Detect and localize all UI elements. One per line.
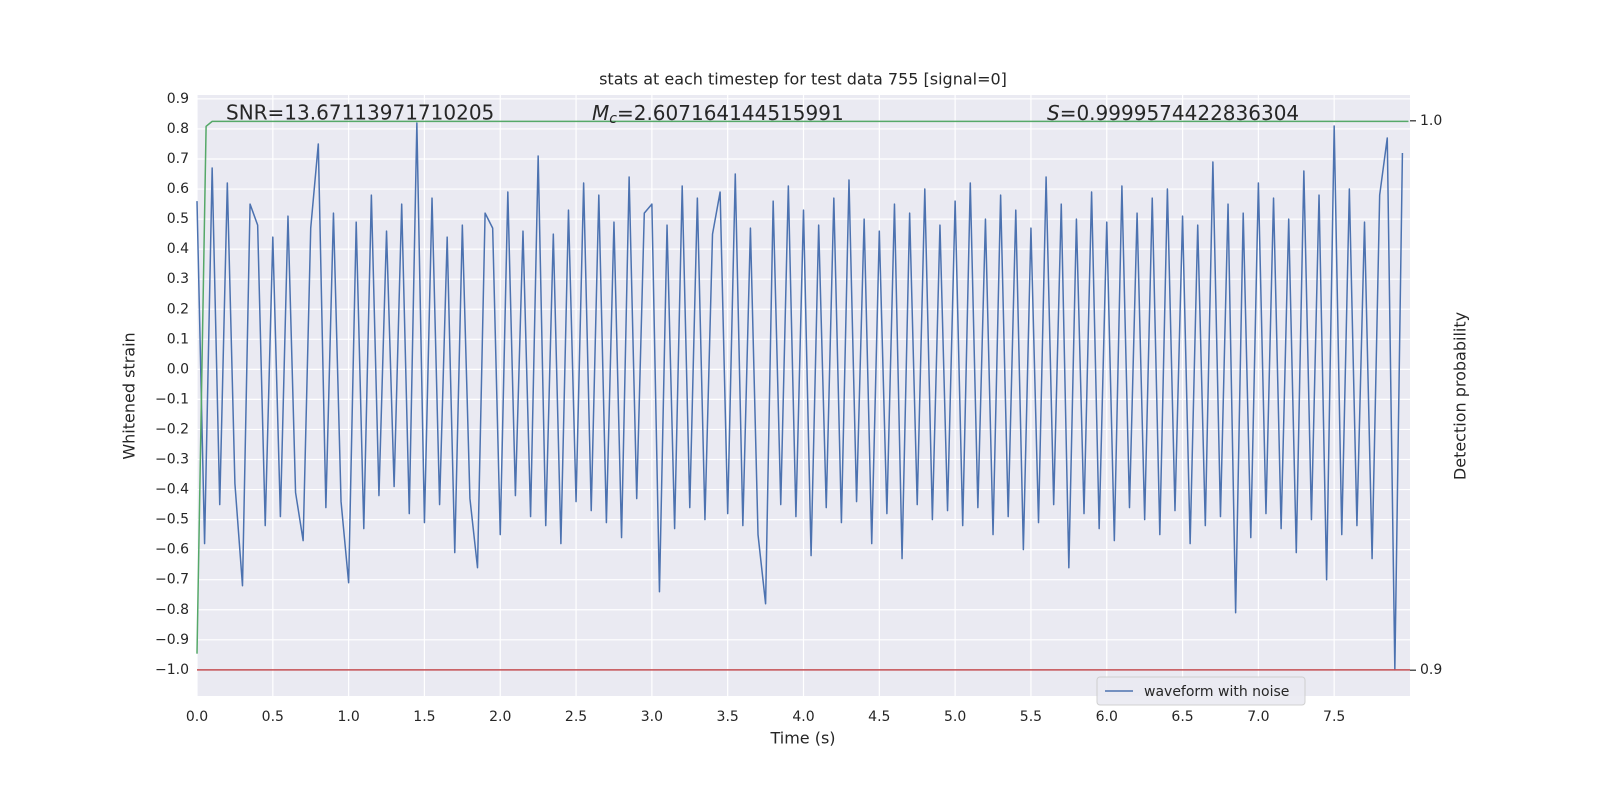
x-tick-label: 3.5 xyxy=(717,709,739,725)
y2-tick-label: 0.9 xyxy=(1420,662,1442,678)
y-tick-label: −0.8 xyxy=(155,602,189,618)
x-tick-label: 0.0 xyxy=(186,709,208,725)
y-tick-label: 0.7 xyxy=(167,151,189,167)
y-tick-label: 0.4 xyxy=(167,241,189,257)
series-line xyxy=(196,122,1404,671)
y-tick-label: −1.0 xyxy=(155,662,189,678)
annotation: SNR=13.67113971710205 xyxy=(226,101,494,125)
y-tick-label: −0.1 xyxy=(155,391,189,407)
legend-label: waveform with noise xyxy=(1144,684,1289,700)
x-tick-label: 5.5 xyxy=(1020,709,1042,725)
x-tick-label: 2.5 xyxy=(565,709,587,725)
y-tick-label: 0.5 xyxy=(167,211,189,227)
x-tick-label: 1.0 xyxy=(337,709,359,725)
annotation-symbol: M xyxy=(592,101,609,125)
x-tick-label: 5.0 xyxy=(944,709,966,725)
annotation-symbol: S xyxy=(1047,101,1060,125)
legend-box xyxy=(1096,676,1306,706)
annotation: S=0.9999574422836304 xyxy=(1047,101,1299,125)
annotation: Mc=2.607164144515991 xyxy=(592,101,844,128)
x-tick-label: 1.5 xyxy=(413,709,435,725)
x-tick-label: 2.0 xyxy=(489,709,511,725)
y-tick-label: −0.9 xyxy=(155,632,189,648)
y2-axis-label: Detection probability xyxy=(1451,312,1470,480)
annotation-text: =0.9999574422836304 xyxy=(1060,101,1299,125)
y-tick-label: −0.7 xyxy=(155,572,189,588)
x-tick-label: 6.0 xyxy=(1096,709,1118,725)
x-tick-label: 0.5 xyxy=(262,709,284,725)
y-tick-label: 0.3 xyxy=(167,271,189,287)
y-axis-label: Whitened strain xyxy=(120,332,139,459)
y-tick-label: −0.5 xyxy=(155,512,189,528)
y2-tick-label: 1.0 xyxy=(1420,113,1442,129)
x-tick-label: 7.5 xyxy=(1323,709,1345,725)
y-tick-label: 0.6 xyxy=(167,181,189,197)
y-tick-label: 0.1 xyxy=(167,331,189,347)
annotation-subscript: c xyxy=(609,111,617,127)
x-tick-label: 4.0 xyxy=(792,709,814,725)
y-tick-label: 0.9 xyxy=(167,91,189,107)
series-line xyxy=(196,120,1409,654)
y-tick-label: 0.0 xyxy=(167,361,189,377)
annotation-text: =2.607164144515991 xyxy=(617,101,844,125)
x-tick-label: 6.5 xyxy=(1171,709,1193,725)
y-tick-label: −0.2 xyxy=(155,421,189,437)
y-tick-label: 0.2 xyxy=(167,301,189,317)
y-tick-label: −0.4 xyxy=(155,482,189,498)
x-tick-label: 7.0 xyxy=(1247,709,1269,725)
x-tick-label: 3.0 xyxy=(641,709,663,725)
y-tick-label: 0.8 xyxy=(167,121,189,137)
x-axis-label: Time (s) xyxy=(769,729,835,748)
y-tick-label: −0.6 xyxy=(155,542,189,558)
y-tick-label: −0.3 xyxy=(155,452,189,468)
x-tick-label: 4.5 xyxy=(868,709,890,725)
chart-title: stats at each timestep for test data 755… xyxy=(599,70,1007,89)
